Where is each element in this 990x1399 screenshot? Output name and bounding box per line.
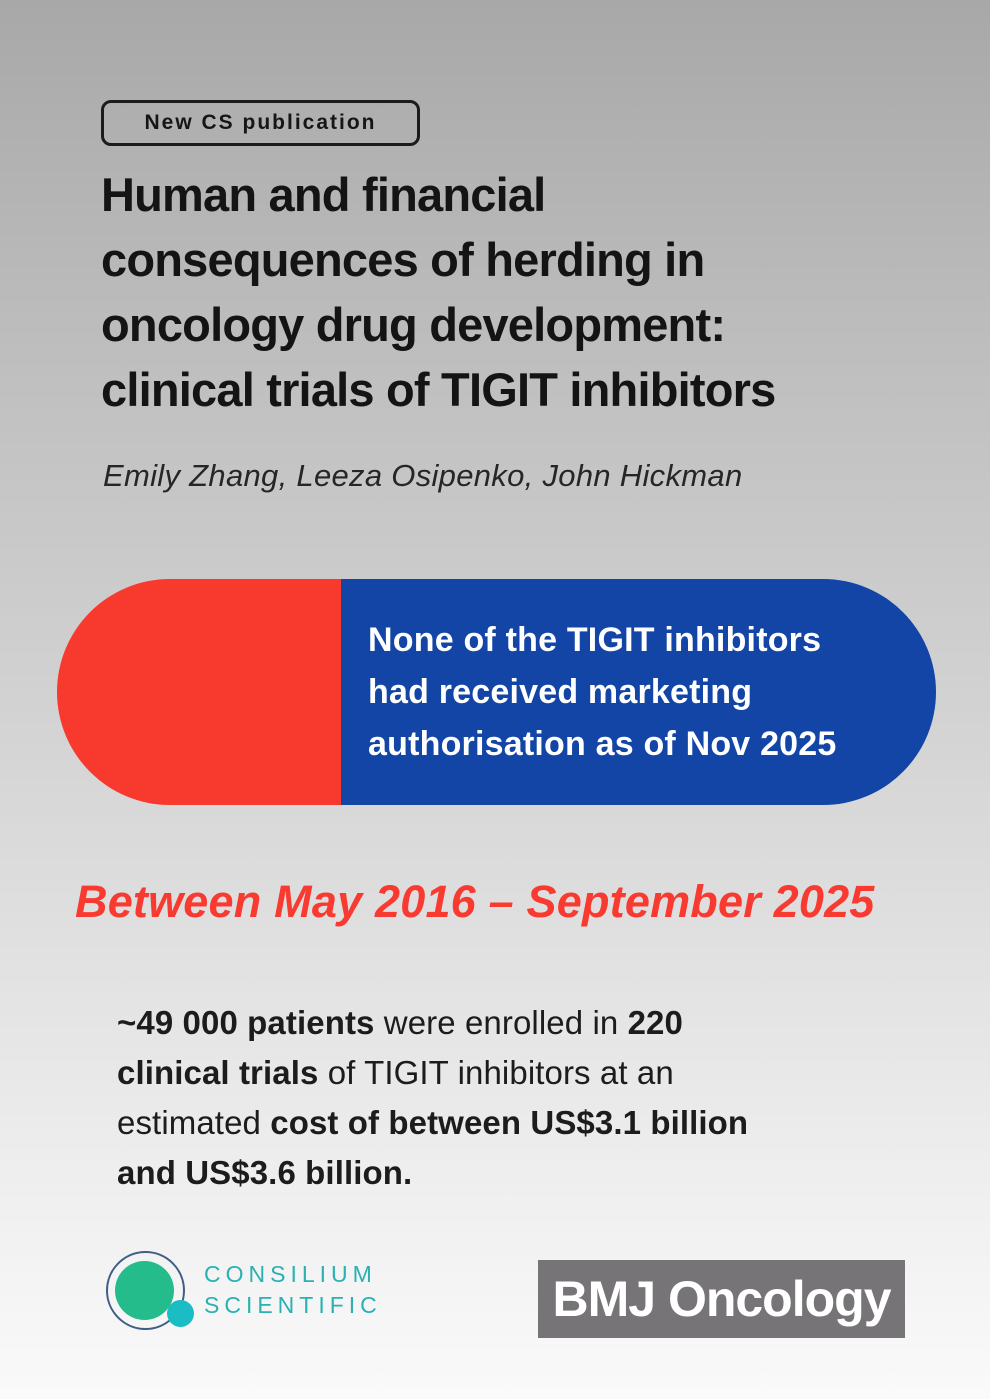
stats-segment: 220 clinical trials — [117, 1004, 683, 1091]
consilium-wordmark: CONSILIUM SCIENTIFIC — [204, 1259, 382, 1321]
date-range-heading: Between May 2016 – September 2025 — [75, 876, 875, 927]
pill-statement: None of the TIGIT inhibitors had receive… — [368, 621, 837, 763]
consilium-wordmark-line2: SCIENTIFIC — [204, 1292, 382, 1318]
new-publication-badge: New CS publication — [101, 100, 420, 146]
pill-red-segment — [57, 579, 341, 805]
stats-segment: were enrolled in — [374, 1004, 628, 1041]
pill-blue-segment: None of the TIGIT inhibitors had receive… — [341, 579, 936, 805]
bmj-oncology-logo: BMJ Oncology — [538, 1260, 905, 1338]
stats-segment: ~49 000 patients — [117, 1004, 375, 1041]
badge-label: New CS publication — [144, 111, 377, 134]
consilium-teal-circle-icon — [167, 1300, 194, 1327]
stats-segment: of TIGIT inhibitors at an estimated — [117, 1054, 674, 1141]
consilium-green-circle-icon — [115, 1261, 174, 1320]
highlight-pill: None of the TIGIT inhibitors had receive… — [57, 579, 936, 805]
article-authors: Emily Zhang, Leeza Osipenko, John Hickma… — [103, 458, 743, 493]
stats-segment: cost of between US$3.1 billion and US$3.… — [117, 1104, 749, 1191]
bmj-logo-label: BMJ Oncology — [552, 1271, 891, 1327]
stats-paragraph: ~49 000 patients were enrolled in 220 cl… — [117, 948, 917, 1198]
article-title: Human and financial consequences of herd… — [101, 168, 776, 416]
consilium-ring-icon — [106, 1251, 185, 1330]
consilium-wordmark-line1: CONSILIUM — [204, 1261, 377, 1287]
